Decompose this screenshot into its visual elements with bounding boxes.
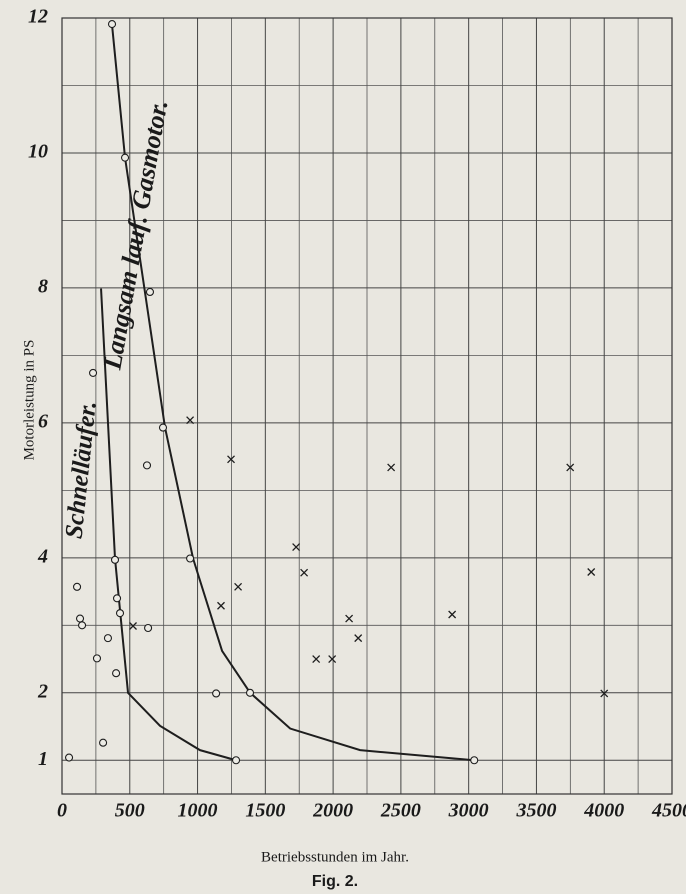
point (99, 738, 108, 747)
point (227, 455, 235, 464)
point (292, 543, 301, 551)
curve (111, 24, 475, 762)
point (312, 655, 321, 664)
point (566, 463, 575, 472)
x-tick-label: 1000 (178, 800, 218, 822)
x-tick-label: 2000 (312, 800, 353, 822)
point (217, 601, 225, 610)
y-tick-label: 4 (37, 545, 48, 567)
caption: Fig. 2. (312, 873, 358, 890)
point (345, 614, 354, 623)
point (112, 669, 121, 678)
point (158, 423, 168, 432)
point (75, 614, 85, 623)
x-tick-label: 4500 (651, 800, 686, 822)
y-tick-label: 10 (28, 141, 48, 163)
x-tick-label: 1500 (245, 800, 285, 822)
point (88, 368, 98, 377)
x-axis-label: Betriebsstunden im Jahr. (261, 849, 409, 865)
y-tick-label: 12 (28, 6, 48, 28)
point (186, 416, 195, 425)
point (186, 554, 195, 563)
point (245, 688, 255, 697)
point (212, 689, 221, 698)
x-tick-label: 2500 (380, 800, 421, 822)
point (145, 287, 155, 297)
point (112, 594, 122, 603)
point (107, 20, 117, 29)
y-axis-label: Motorleistung in PS (21, 340, 37, 461)
point (600, 689, 609, 698)
x-tick-label: 3000 (448, 800, 489, 822)
point (234, 582, 243, 591)
x-tick-label: 4000 (583, 800, 624, 822)
point (300, 568, 309, 577)
point (470, 756, 479, 765)
point (120, 153, 130, 162)
x-tick-label: 3500 (515, 800, 556, 822)
point (92, 654, 102, 663)
point (144, 623, 153, 633)
point (328, 655, 337, 664)
point (232, 756, 241, 765)
point (387, 463, 396, 472)
point (110, 555, 120, 564)
y-tick-label: 1 (38, 748, 48, 770)
point (587, 568, 596, 576)
plot-frame (61, 17, 673, 795)
point (103, 634, 113, 643)
point (64, 753, 74, 762)
point (354, 634, 363, 643)
point (129, 622, 137, 630)
point (78, 621, 87, 630)
point (142, 461, 152, 470)
point (72, 582, 82, 591)
point (448, 610, 457, 619)
x-tick-label: 0 (57, 800, 67, 822)
y-tick-label: 6 (38, 410, 48, 432)
y-tick-label: 8 (38, 276, 48, 298)
y-tick-label: 2 (37, 680, 48, 702)
point (115, 609, 125, 618)
x-tick-label: 500 (115, 800, 145, 822)
curve-label: Langsam lauf. Gasmotor. (97, 98, 173, 373)
curve (100, 288, 237, 762)
